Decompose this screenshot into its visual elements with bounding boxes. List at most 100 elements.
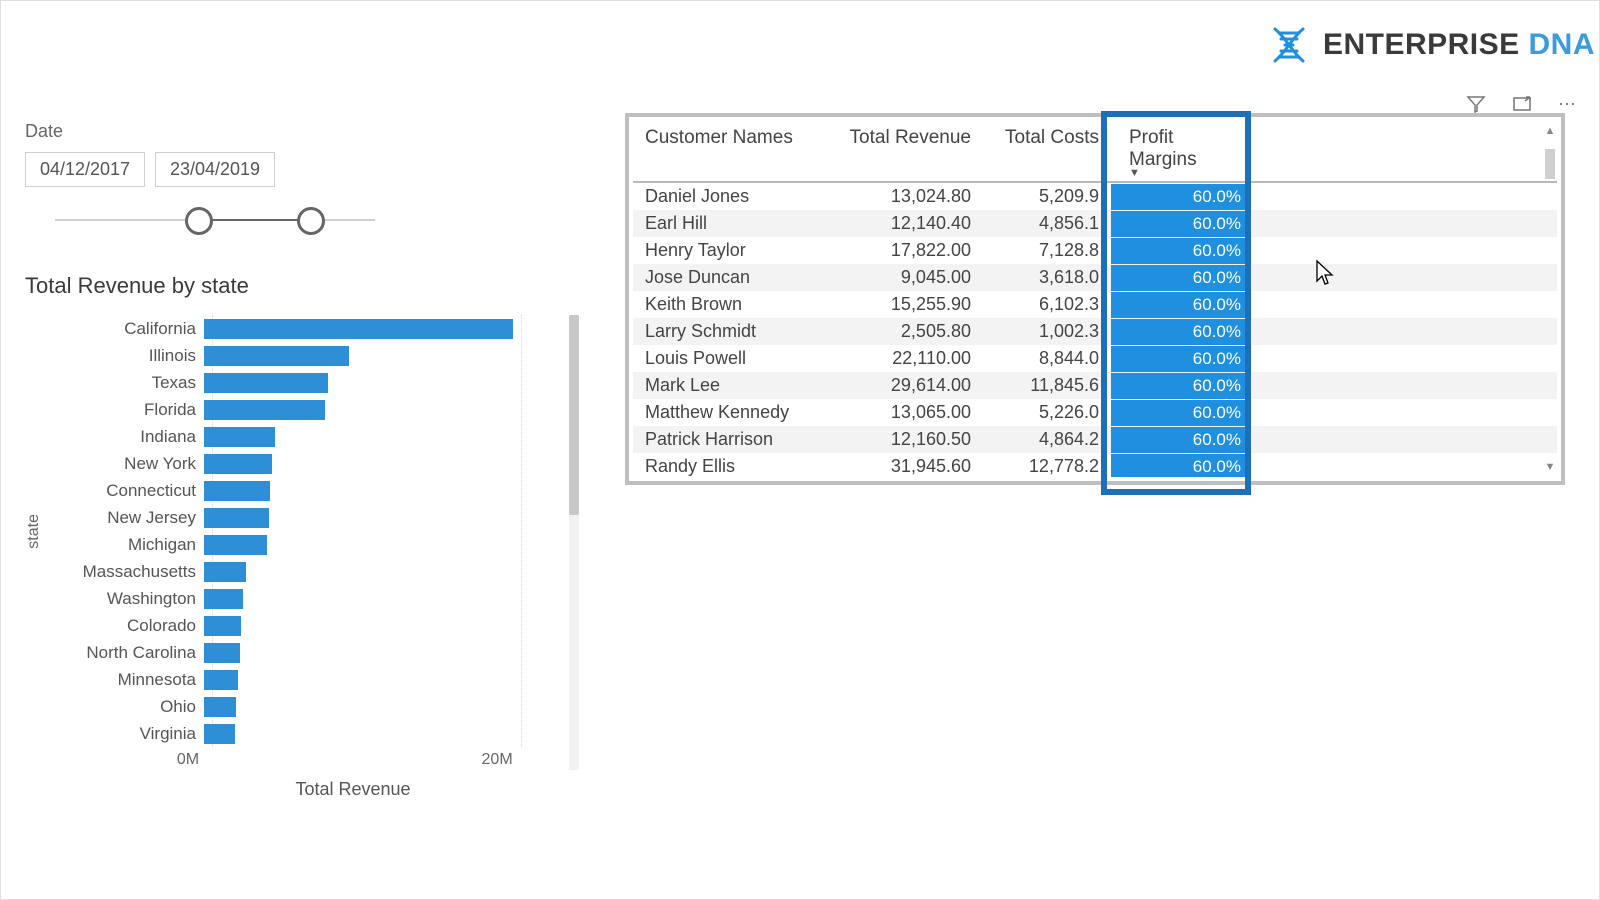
bar-label: New Jersey xyxy=(49,508,204,528)
col-header-empty xyxy=(1251,121,1557,182)
cell-profit-margin: 60.0% xyxy=(1111,453,1251,477)
bar-row[interactable]: New York xyxy=(49,450,565,477)
table-row[interactable]: Larry Schmidt2,505.801,002.360.0% xyxy=(633,318,1557,345)
bar-fill xyxy=(204,589,243,609)
bar-label: Washington xyxy=(49,589,204,609)
date-range-slider[interactable] xyxy=(55,197,375,247)
bar-fill xyxy=(204,373,328,393)
bar-row[interactable]: Indiana xyxy=(49,423,565,450)
cell-costs: 1,002.3 xyxy=(983,318,1111,345)
revenue-by-state-chart[interactable]: state California IllinoisTexasFlorida Indi… xyxy=(25,315,565,800)
cell-costs: 4,864.2 xyxy=(983,426,1111,453)
table-row[interactable]: Daniel Jones13,024.805,209.960.0% xyxy=(633,182,1557,210)
cell-customer-name: Daniel Jones xyxy=(633,182,831,210)
cell-profit-margin: 60.0% xyxy=(1111,318,1251,345)
bar-label: Michigan xyxy=(49,535,204,555)
cell-profit-margin: 60.0% xyxy=(1111,345,1251,372)
cell-customer-name: Keith Brown xyxy=(633,291,831,318)
date-slicer-label: Date xyxy=(25,121,575,142)
y-axis-label: state xyxy=(25,514,43,549)
col-header-costs[interactable]: Total Costs xyxy=(983,121,1111,182)
bar-row[interactable]: Colorado xyxy=(49,612,565,639)
bar-row[interactable]: Ohio xyxy=(49,693,565,720)
cell-profit-margin: 60.0% xyxy=(1111,399,1251,426)
col-header-revenue[interactable]: Total Revenue xyxy=(831,121,983,182)
cell-profit-margin: 60.0% xyxy=(1111,264,1251,291)
bar-label: California xyxy=(49,319,204,339)
bar-label: Indiana xyxy=(49,427,204,447)
brand-text: ENTERPRISE DNA xyxy=(1323,28,1595,62)
cell-costs: 5,226.0 xyxy=(983,399,1111,426)
chart-scrollbar[interactable] xyxy=(569,315,579,770)
table-row[interactable]: Randy Ellis31,945.6012,778.260.0% xyxy=(633,453,1557,477)
cell-costs: 7,128.8 xyxy=(983,237,1111,264)
bar-row[interactable]: Virginia xyxy=(49,720,565,747)
cell-customer-name: Randy Ellis xyxy=(633,453,831,477)
bar-fill xyxy=(204,535,267,555)
table-row[interactable]: Henry Taylor17,822.007,128.860.0% xyxy=(633,237,1557,264)
bar-row[interactable]: Massachusetts xyxy=(49,558,565,585)
x-tick: 20M xyxy=(482,751,513,769)
bar-label: Connecticut xyxy=(49,481,204,501)
filter-icon[interactable] xyxy=(1465,93,1487,115)
bar-row[interactable]: California xyxy=(49,315,565,342)
table-row[interactable]: Patrick Harrison12,160.504,864.260.0% xyxy=(633,426,1557,453)
focus-mode-icon[interactable] xyxy=(1511,93,1533,115)
bar-row[interactable]: Illinois xyxy=(49,342,565,369)
bar-fill xyxy=(204,643,240,663)
bar-fill xyxy=(204,508,269,528)
col-header-customer[interactable]: Customer Names xyxy=(633,121,831,182)
bar-row[interactable]: Michigan xyxy=(49,531,565,558)
bar-row[interactable]: Connecticut xyxy=(49,477,565,504)
cell-customer-name: Louis Powell xyxy=(633,345,831,372)
bar-fill xyxy=(204,724,235,744)
cell-revenue: 13,024.80 xyxy=(831,182,983,210)
table-row[interactable]: Jose Duncan9,045.003,618.060.0% xyxy=(633,264,1557,291)
bar-fill xyxy=(204,400,325,420)
x-axis-label: Total Revenue xyxy=(188,779,518,800)
scroll-down-icon[interactable]: ▼ xyxy=(1543,461,1557,473)
table-row[interactable]: Earl Hill12,140.404,856.160.0% xyxy=(633,210,1557,237)
bar-row[interactable]: Florida xyxy=(49,396,565,423)
bar-row[interactable]: New Jersey xyxy=(49,504,565,531)
cell-costs: 3,618.0 xyxy=(983,264,1111,291)
bar-row[interactable]: Texas xyxy=(49,369,565,396)
cell-revenue: 9,045.00 xyxy=(831,264,983,291)
date-to-input[interactable]: 23/04/2019 xyxy=(155,152,275,187)
brand-logo: ENTERPRISE DNA xyxy=(1267,23,1595,67)
table-row[interactable]: Mark Lee29,614.0011,845.660.0% xyxy=(633,372,1557,399)
slider-handle-from[interactable] xyxy=(185,207,213,235)
table-row[interactable]: Louis Powell22,110.008,844.060.0% xyxy=(633,345,1557,372)
more-options-icon[interactable]: ⋯ xyxy=(1557,93,1579,115)
bar-fill xyxy=(204,616,241,636)
bar-fill xyxy=(204,427,275,447)
bar-fill xyxy=(204,562,246,582)
slider-handle-to[interactable] xyxy=(297,207,325,235)
bar-label: Minnesota xyxy=(49,670,204,690)
table-row[interactable]: Matthew Kennedy13,065.005,226.060.0% xyxy=(633,399,1557,426)
table-row[interactable]: Keith Brown15,255.906,102.360.0% xyxy=(633,291,1557,318)
cell-customer-name: Earl Hill xyxy=(633,210,831,237)
bar-row[interactable]: North Carolina xyxy=(49,639,565,666)
cell-profit-margin: 60.0% xyxy=(1111,182,1251,210)
chart-scrollbar-thumb[interactable] xyxy=(569,315,579,515)
cell-revenue: 31,945.60 xyxy=(831,453,983,477)
customer-table-visual[interactable]: Customer Names Total Revenue Total Costs… xyxy=(625,113,1565,485)
bar-fill xyxy=(204,454,272,474)
visual-toolbar: ⋯ xyxy=(1465,93,1579,115)
dna-icon xyxy=(1267,23,1311,67)
cell-customer-name: Jose Duncan xyxy=(633,264,831,291)
bar-label: Ohio xyxy=(49,697,204,717)
date-from-input[interactable]: 04/12/2017 xyxy=(25,152,145,187)
cell-revenue: 17,822.00 xyxy=(831,237,983,264)
col-header-profit-margins[interactable]: Profit Margins ▼ xyxy=(1111,121,1251,182)
bar-row[interactable]: Washington xyxy=(49,585,565,612)
cell-customer-name: Henry Taylor xyxy=(633,237,831,264)
scroll-up-icon[interactable]: ▲ xyxy=(1543,125,1557,137)
bar-row[interactable]: Minnesota xyxy=(49,666,565,693)
table-header-row: Customer Names Total Revenue Total Costs… xyxy=(633,121,1557,182)
cell-profit-margin: 60.0% xyxy=(1111,291,1251,318)
scroll-thumb[interactable] xyxy=(1545,149,1555,179)
customer-table: Customer Names Total Revenue Total Costs… xyxy=(633,121,1557,477)
table-vertical-scrollbar[interactable]: ▲ ▼ xyxy=(1543,125,1557,473)
